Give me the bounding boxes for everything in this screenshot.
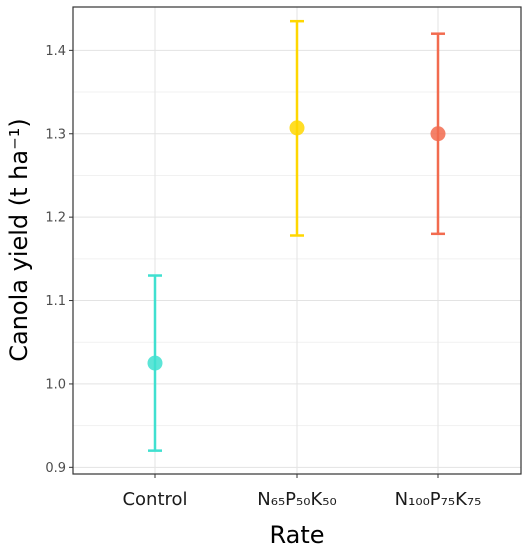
data-layer	[147, 19, 446, 452]
x-axis-title: Rate	[269, 521, 324, 549]
data-point	[147, 355, 163, 371]
y-tick-label: 1.3	[45, 127, 66, 142]
series-point-group	[430, 32, 446, 236]
series-point-group	[289, 19, 305, 237]
series-point-group	[147, 274, 163, 452]
data-point	[289, 120, 305, 136]
data-point	[430, 126, 446, 142]
x-tick-label: N₆₅P₅₀K₅₀	[257, 489, 336, 510]
x-tick-label: N₁₀₀P₇₅K₇₅	[395, 489, 482, 510]
y-axis-ticks: 0.9 1.0 1.1 1.2 1.3 1.4	[45, 44, 73, 476]
y-axis-title: Canola yield (t ha⁻¹)	[5, 118, 33, 362]
y-tick-label: 1.1	[45, 294, 66, 309]
y-tick-label: 1.2	[45, 211, 66, 226]
y-tick-label: 1.4	[45, 44, 66, 59]
x-tick-label: Control	[122, 489, 187, 510]
y-tick-label: 1.0	[45, 377, 66, 392]
y-tick-label: 0.9	[45, 461, 66, 476]
x-axis-ticks: Control N₆₅P₅₀K₅₀ N₁₀₀P₇₅K₇₅	[122, 474, 481, 510]
